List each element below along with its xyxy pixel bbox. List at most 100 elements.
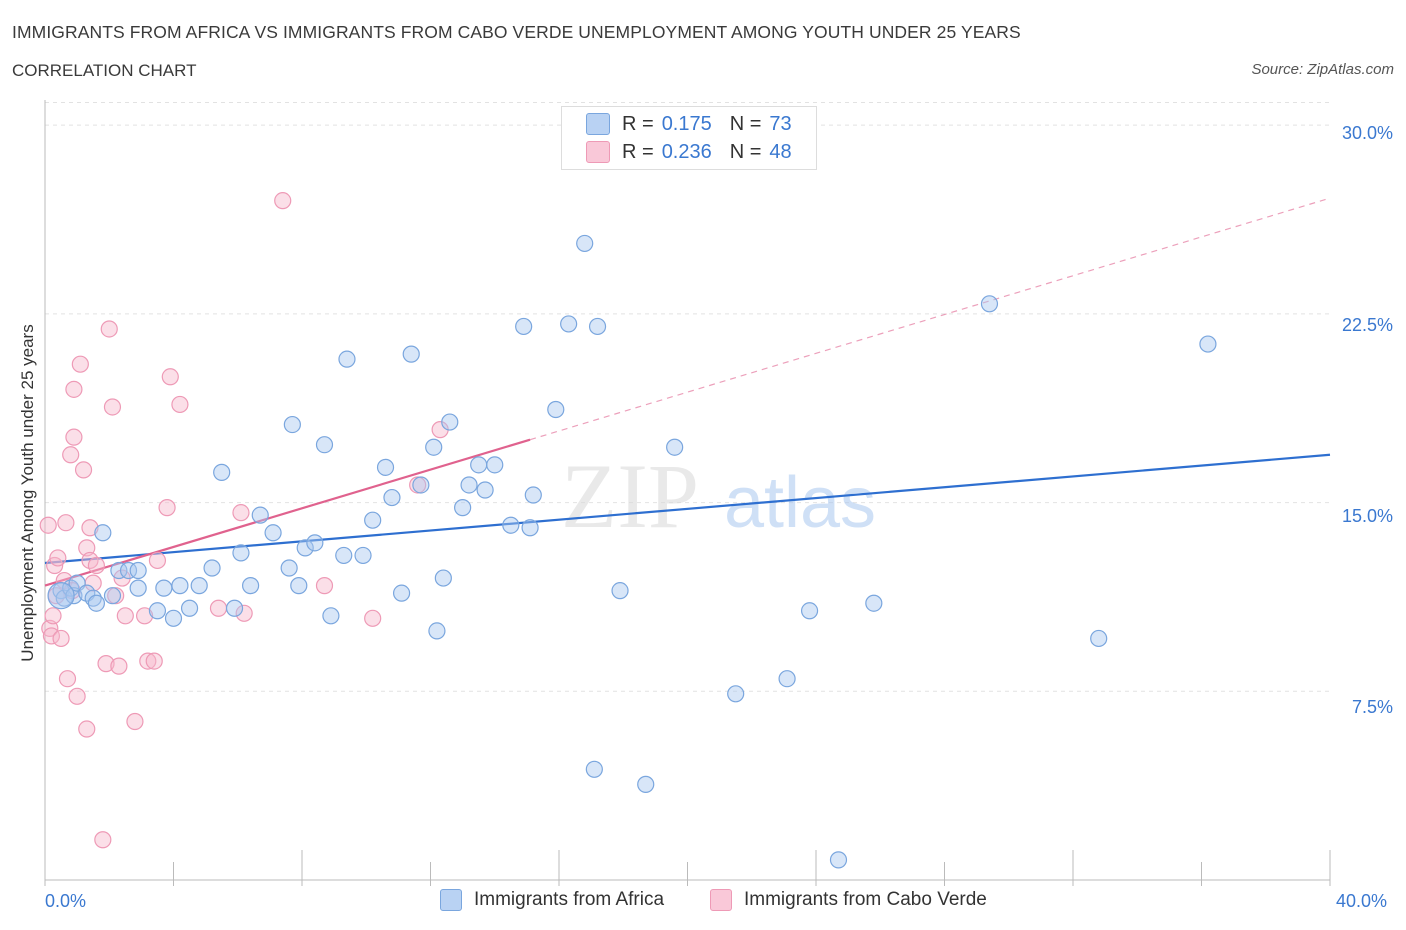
caboverde-point xyxy=(116,607,134,625)
source-credit: Source: ZipAtlas.com xyxy=(1251,61,1394,78)
y-tick-label: 30.0% xyxy=(1341,123,1393,143)
africa-point xyxy=(306,534,324,552)
africa-point xyxy=(155,579,173,597)
africa-point xyxy=(283,415,301,434)
africa-point xyxy=(428,622,446,640)
r-label: R = xyxy=(622,112,654,135)
africa-point xyxy=(264,524,282,542)
caboverde-point xyxy=(52,629,70,648)
caboverde-point xyxy=(232,504,250,522)
stats-legend: R = 0.175 N = 73 R = 0.236 N = 48 xyxy=(561,106,817,170)
caboverde-point xyxy=(171,395,189,414)
africa-point xyxy=(515,317,533,336)
caboverde-point xyxy=(65,380,83,398)
caboverde-point xyxy=(97,655,115,673)
africa-point xyxy=(364,511,382,529)
caboverde-swatch xyxy=(586,141,610,163)
africa-point xyxy=(251,506,269,524)
x-tick-label: 40.0% xyxy=(1336,891,1388,911)
caboverde-point xyxy=(110,657,128,675)
africa-point xyxy=(502,516,520,534)
legend-label: Immigrants from Africa xyxy=(474,889,665,910)
caboverde-point xyxy=(78,539,96,557)
africa-point xyxy=(865,594,883,612)
africa-point xyxy=(547,400,565,419)
africa-point xyxy=(164,609,183,627)
caboverde-point xyxy=(49,549,67,567)
africa-point xyxy=(354,546,372,565)
legend-item-caboverde[interactable]: Immigrants from Cabo Verde xyxy=(710,889,987,911)
x-tick-label: 0.0% xyxy=(45,891,87,911)
caboverde-point xyxy=(65,428,83,446)
y-axis-label: Unemployment Among Youth under 25 years xyxy=(18,324,37,662)
africa-trend-line xyxy=(44,453,1331,565)
caboverde-point xyxy=(148,551,167,570)
axes xyxy=(44,100,1331,886)
africa-legend-swatch xyxy=(440,889,462,911)
africa-point xyxy=(180,599,199,617)
caboverde-point xyxy=(44,607,62,625)
africa-point xyxy=(588,317,607,336)
r-value: 0.175 xyxy=(661,112,712,135)
africa-point xyxy=(190,577,208,595)
africa-point xyxy=(727,685,745,703)
africa-point xyxy=(611,582,629,600)
africa-point xyxy=(296,539,314,557)
legend-row-africa: R = 0.175 N = 73 xyxy=(586,111,792,137)
africa-point xyxy=(392,584,411,602)
africa-point xyxy=(383,488,401,507)
legend-label: Immigrants from Cabo Verde xyxy=(744,889,987,910)
legend-item-africa[interactable]: Immigrants from Africa xyxy=(440,889,664,911)
caboverde-point xyxy=(42,627,61,645)
caboverde-point xyxy=(103,398,122,416)
africa-point xyxy=(290,577,308,595)
r-value: 0.236 xyxy=(661,140,712,163)
africa-point xyxy=(441,413,459,431)
caboverde-point xyxy=(62,446,80,464)
africa-point xyxy=(171,577,189,595)
africa-point xyxy=(1090,629,1108,648)
n-value: 48 xyxy=(769,140,792,163)
africa-point xyxy=(980,295,999,313)
africa-point xyxy=(94,524,112,542)
caboverde-point xyxy=(135,607,154,625)
chart-subtitle: CORRELATION CHART xyxy=(12,61,197,80)
caboverde-point xyxy=(58,670,77,688)
africa-point xyxy=(315,436,334,454)
africa-point xyxy=(47,582,75,610)
caboverde-point xyxy=(161,368,179,386)
africa-point xyxy=(1199,335,1217,353)
africa-point xyxy=(242,577,260,595)
caboverde-point xyxy=(81,519,99,537)
caboverde-point xyxy=(145,652,163,670)
africa-point xyxy=(800,602,819,620)
africa-point xyxy=(103,587,122,605)
trend-lines xyxy=(44,197,1331,587)
caboverde-point xyxy=(315,577,334,595)
africa-point xyxy=(119,561,138,580)
caboverde-trend-line xyxy=(44,438,531,587)
africa-point xyxy=(560,315,578,333)
caboverde-point xyxy=(57,514,75,532)
y-tick-label: 7.5% xyxy=(1351,697,1393,717)
caboverde-point xyxy=(74,461,93,479)
africa-point xyxy=(84,589,102,607)
africa-swatch xyxy=(586,113,610,135)
africa-point xyxy=(280,559,298,577)
africa-point xyxy=(585,760,603,778)
africa-point xyxy=(778,670,796,688)
watermark-zip: ZIP xyxy=(561,445,699,547)
caboverde-point xyxy=(139,652,157,670)
africa-point xyxy=(225,599,244,617)
caboverde-point xyxy=(78,720,96,738)
caboverde-point xyxy=(87,556,106,575)
caboverde-point xyxy=(209,599,228,617)
africa-point xyxy=(129,579,147,597)
chart-title: IMMIGRANTS FROM AFRICA VS IMMIGRANTS FRO… xyxy=(12,22,1021,42)
africa-point xyxy=(434,569,452,587)
caboverde-point xyxy=(100,320,118,338)
africa-point xyxy=(412,476,430,494)
africa-point xyxy=(87,594,106,612)
africa-point xyxy=(335,546,353,565)
